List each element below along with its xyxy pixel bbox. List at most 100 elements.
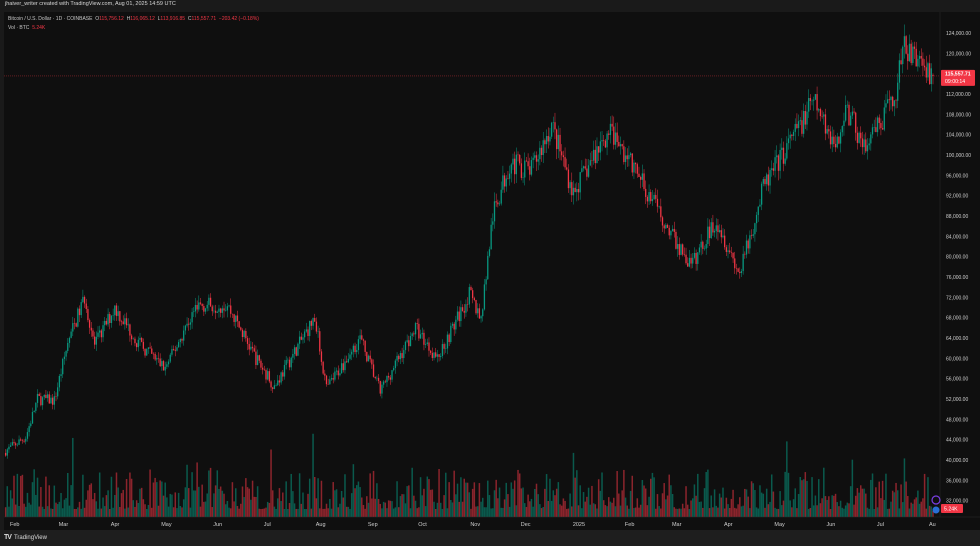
volume-bar xyxy=(930,506,933,517)
candle xyxy=(799,117,801,126)
candle xyxy=(477,303,479,318)
volume-bar xyxy=(290,473,292,517)
volume-bar xyxy=(401,494,403,517)
volume-bar xyxy=(510,482,513,517)
volume-bar xyxy=(567,508,570,517)
volume-bar xyxy=(673,507,676,517)
candle xyxy=(729,242,731,254)
candle xyxy=(589,152,591,167)
volume-bar xyxy=(169,493,171,517)
volume-bar xyxy=(63,499,66,517)
volume-bar xyxy=(303,508,306,517)
volume-bar xyxy=(329,498,331,517)
volume-bar xyxy=(335,489,338,517)
price-tick-label: 60,000.00 xyxy=(946,356,968,362)
volume-bar xyxy=(350,493,353,517)
candle xyxy=(598,146,600,161)
volume-bar xyxy=(616,471,618,517)
candle xyxy=(470,285,472,291)
candle xyxy=(834,135,837,152)
candle xyxy=(670,230,672,240)
candle xyxy=(359,329,361,344)
volume-bar xyxy=(732,489,734,517)
volume-bar xyxy=(36,477,39,517)
volume-bar xyxy=(48,485,51,517)
volume-bar xyxy=(626,505,628,517)
candle xyxy=(391,369,393,383)
candle xyxy=(344,355,346,374)
candle xyxy=(20,437,22,442)
candle xyxy=(836,132,838,149)
price-axis[interactable] xyxy=(940,12,980,530)
candle xyxy=(846,100,848,109)
volume-bar xyxy=(189,507,192,517)
candle xyxy=(403,345,405,365)
volume-bar xyxy=(51,508,54,517)
volume-bar xyxy=(87,490,89,517)
candle xyxy=(156,355,158,365)
candle xyxy=(727,244,729,259)
candle xyxy=(238,321,240,329)
volume-bar xyxy=(643,485,645,517)
volume-bar xyxy=(740,506,743,517)
volume-bar xyxy=(25,506,27,517)
candle xyxy=(500,181,502,206)
volume-bar xyxy=(534,488,536,517)
volume-bar xyxy=(508,506,511,517)
volume-bar xyxy=(671,494,674,517)
volume-bar xyxy=(707,469,709,517)
candle xyxy=(480,314,482,323)
volume-bar xyxy=(246,487,249,517)
volume-bar xyxy=(903,458,906,517)
candle xyxy=(67,338,69,354)
candle xyxy=(623,140,625,165)
volume-label[interactable]: Vol · BTC xyxy=(8,25,30,31)
volume-bar xyxy=(226,500,229,517)
candle xyxy=(288,356,291,371)
volume-bar xyxy=(503,499,506,517)
volume-bar xyxy=(179,505,182,517)
candle xyxy=(792,129,795,141)
volume-bar xyxy=(690,500,692,517)
candle xyxy=(221,305,223,319)
candle xyxy=(305,322,307,333)
time-axis[interactable] xyxy=(4,517,940,530)
price-ticks: 124,000.00 120,000.00 112,000.00 108,000.00… xyxy=(946,31,971,505)
volume-bar xyxy=(734,507,736,517)
volume-bar xyxy=(156,482,158,517)
volume-bar xyxy=(364,508,366,517)
candle xyxy=(640,175,642,189)
alert-icon[interactable] xyxy=(931,495,941,514)
volume-bar xyxy=(923,473,926,517)
volume-bar xyxy=(750,481,753,517)
candle xyxy=(78,305,81,323)
candle xyxy=(702,240,704,255)
candle xyxy=(112,308,114,321)
candle xyxy=(198,295,200,312)
candle xyxy=(268,368,271,384)
volume-bar xyxy=(629,490,632,517)
candle xyxy=(236,310,239,327)
tradingview-logo[interactable]: TV TradingView xyxy=(4,534,47,541)
volume-bar xyxy=(404,503,407,517)
volume-bar xyxy=(250,499,252,517)
candle xyxy=(362,338,365,346)
candle xyxy=(885,94,887,114)
candle xyxy=(735,263,738,275)
candle xyxy=(394,358,397,374)
price-tick-label: 32,000.00 xyxy=(946,499,968,505)
volume-bar xyxy=(181,507,183,517)
symbol-name[interactable]: Bitcoin / U.S. Dollar · 1D · COINBASE xyxy=(8,16,93,22)
volume-bar xyxy=(298,473,301,517)
volume-bar xyxy=(898,508,901,517)
volume-bar xyxy=(712,507,714,517)
volume-bar xyxy=(636,498,639,517)
candlestick-chart[interactable]: 124,000.00 120,000.00 112,000.00 108,000.00… xyxy=(0,0,980,530)
chart-caption: jhaiver_writer created with TradingView.… xyxy=(5,1,176,7)
volume-bar xyxy=(910,502,912,517)
candle xyxy=(167,359,170,368)
candle xyxy=(839,129,842,153)
candle xyxy=(466,297,469,312)
volume-bar xyxy=(258,508,261,517)
candle xyxy=(15,441,17,449)
